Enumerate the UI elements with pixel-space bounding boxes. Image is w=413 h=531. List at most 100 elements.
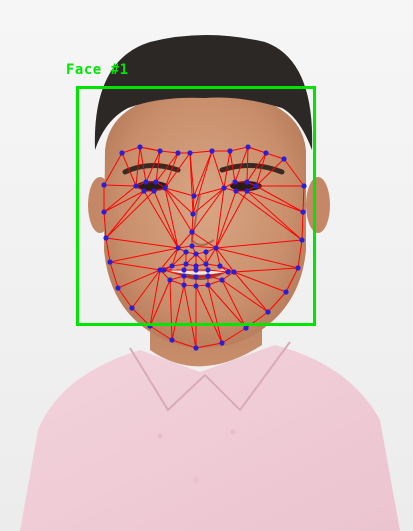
mesh-edge	[195, 342, 223, 349]
mesh-edge	[155, 152, 179, 183]
landmark-point	[193, 263, 199, 269]
landmark-point	[107, 259, 113, 265]
mesh-edge	[159, 247, 179, 271]
shirt	[20, 345, 400, 531]
landmark-points	[101, 144, 307, 351]
mesh-edge	[149, 269, 161, 327]
mesh-edge	[121, 152, 137, 187]
mesh-edge	[145, 150, 161, 183]
landmark-point	[151, 188, 157, 194]
landmark-point	[227, 148, 233, 154]
mesh-edge	[109, 261, 161, 271]
mesh-edge	[191, 231, 217, 249]
landmark-point	[181, 267, 187, 273]
landmark-point	[232, 179, 238, 185]
mesh-edge	[215, 247, 221, 267]
mesh-edge	[221, 279, 269, 313]
mesh-edge	[103, 152, 123, 186]
mesh-edge	[229, 150, 236, 183]
mesh-edge	[246, 190, 303, 241]
landmark-point	[203, 249, 209, 255]
landmark-point	[143, 179, 149, 185]
mesh-edge	[183, 284, 197, 349]
mesh-edge	[301, 211, 304, 241]
mesh-edge	[267, 291, 287, 313]
mesh-edge	[192, 150, 213, 215]
mesh-edge	[164, 152, 179, 189]
mesh-edge	[135, 146, 141, 187]
landmark-point	[205, 282, 211, 288]
landmark-point	[161, 267, 167, 273]
mesh-edge	[109, 261, 119, 289]
landmark-point	[183, 261, 189, 267]
landmark-point	[245, 144, 251, 150]
landmark-point	[301, 183, 307, 189]
landmark-point	[253, 183, 259, 189]
mesh-lines	[103, 146, 305, 349]
landmark-point	[203, 261, 209, 267]
mesh-edge	[195, 285, 223, 344]
face-label: Face #1	[66, 62, 129, 78]
landmark-point	[157, 267, 163, 273]
mesh-edge	[215, 190, 248, 249]
landmark-point	[281, 156, 287, 162]
mesh-edge	[215, 247, 299, 269]
mesh-edge	[221, 279, 247, 329]
mesh-edge	[191, 187, 225, 233]
mesh-edge	[205, 247, 217, 265]
mesh-edge	[164, 187, 195, 197]
landmark-point	[183, 249, 189, 255]
landmark-point	[162, 185, 168, 191]
mesh-edge	[121, 146, 141, 154]
mesh-edge	[283, 158, 305, 187]
landmark-point	[219, 340, 225, 346]
landmark-point	[167, 277, 173, 283]
landmark-point	[233, 188, 239, 194]
landmark-point	[193, 251, 199, 257]
landmark-point	[193, 274, 199, 280]
landmark-point	[231, 269, 237, 275]
mesh-edge	[246, 152, 267, 183]
mesh-edge	[246, 146, 249, 183]
mesh-edge	[247, 146, 267, 154]
mesh-edge	[103, 185, 137, 213]
mesh-edge	[171, 251, 187, 267]
landmark-point	[175, 150, 181, 156]
landmark-point	[153, 179, 159, 185]
landmark-point	[129, 305, 135, 311]
mesh-edge	[159, 150, 179, 154]
mesh-edge	[215, 190, 237, 249]
landmark-point	[137, 144, 143, 150]
landmark-point	[295, 265, 301, 271]
mesh-edge	[233, 267, 299, 273]
mesh-edge	[233, 271, 269, 313]
landmark-point	[175, 245, 181, 251]
landmark-point	[157, 148, 163, 154]
landmark-point	[209, 148, 215, 154]
mesh-edge	[143, 190, 179, 249]
mesh-edge	[215, 239, 303, 249]
mesh-edge	[164, 187, 194, 215]
landmark-point	[187, 150, 193, 156]
mesh-edge	[207, 284, 223, 344]
mesh-edge	[105, 190, 145, 239]
mesh-edge	[215, 187, 225, 249]
landmark-point	[189, 243, 195, 249]
landmark-point	[169, 337, 175, 343]
landmark-point	[243, 325, 249, 331]
mesh-edge	[229, 146, 249, 152]
landmark-point	[103, 235, 109, 241]
landmark-point	[101, 182, 107, 188]
mesh-edge	[131, 269, 161, 309]
mesh-edge	[255, 158, 285, 187]
landmark-point	[193, 345, 199, 351]
landmark-point	[213, 245, 219, 251]
mesh-edge	[193, 150, 213, 197]
landmark-point	[225, 269, 231, 275]
landmark-point	[283, 289, 289, 295]
mesh-edge	[105, 190, 155, 239]
mesh-edge	[223, 150, 231, 189]
landmark-point	[205, 267, 211, 273]
